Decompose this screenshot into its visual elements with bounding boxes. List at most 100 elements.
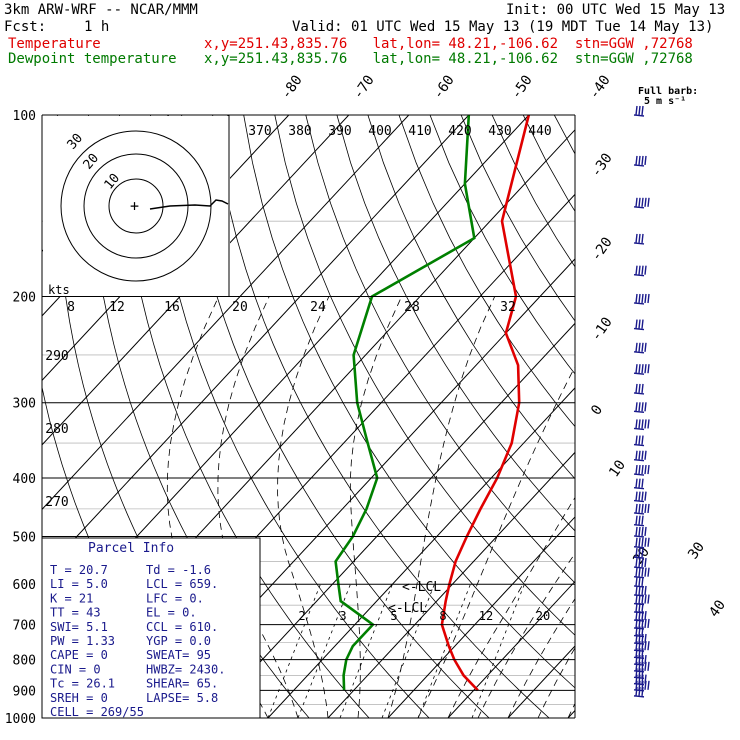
wind-barb-flag <box>635 548 638 558</box>
mixing-ratio-line <box>297 584 351 718</box>
dry-adiabat <box>274 115 575 636</box>
speed-tick-label: 20 <box>232 300 248 315</box>
wind-barb-staff <box>633 427 645 431</box>
pressure-tick-label: 1000 <box>5 712 36 727</box>
wind-barb-flag <box>638 558 641 568</box>
wind-barb-flag <box>635 465 638 475</box>
hodograph-ring <box>108 178 164 234</box>
wind-barb-flag <box>638 265 641 275</box>
pressure-tick-label: 900 <box>13 684 36 699</box>
hodograph-trace <box>149 199 229 210</box>
wind-barb-flag <box>641 648 644 658</box>
wind-barb-flag <box>644 655 647 665</box>
wind-barb-flag <box>647 293 650 304</box>
wind-barb-flag <box>644 537 647 547</box>
mixing-ratio-label: 12 <box>479 609 493 623</box>
wind-barb-flag <box>638 503 641 514</box>
wind-barb-staff <box>633 392 645 395</box>
wind-barb-flag <box>641 402 644 412</box>
dry-adiabat <box>243 115 575 689</box>
wind-barb-flag <box>641 610 644 621</box>
wind-barb-staff <box>633 242 645 245</box>
wind-barb-flag <box>647 197 650 207</box>
wind-barb-flag <box>641 435 644 445</box>
wind-barb-flag <box>635 567 638 577</box>
left-theta-label: 270 <box>45 495 68 510</box>
wind-barb-flag <box>638 537 641 547</box>
left-theta-label: 280 <box>45 422 68 437</box>
wind-barb-flag <box>635 105 638 116</box>
wind-barb-staff <box>633 114 645 117</box>
wind-barb-flag <box>635 402 638 412</box>
wind-barb-flag <box>644 503 647 514</box>
wind-barb-flag <box>635 633 638 644</box>
mixing-ratio-label: 20 <box>536 609 550 623</box>
forecast-label: Fcst: <box>4 19 47 35</box>
wind-barb-flag <box>644 567 647 577</box>
wind-barb-flag <box>644 558 647 568</box>
wind-barb-flag <box>638 233 641 244</box>
wind-barb-flag <box>635 537 638 547</box>
wind-barb-flag <box>644 491 647 501</box>
wind-barb-staff <box>633 486 645 490</box>
wind-barb-flag <box>638 450 641 460</box>
theta-label: 440 <box>528 124 551 139</box>
wind-barb-staff <box>633 206 645 209</box>
moist-adiabat <box>567 702 575 718</box>
isotherm-line <box>387 516 575 718</box>
dry-adiabat <box>522 115 575 212</box>
wind-barb-staff <box>633 473 645 476</box>
left-theta-label: 290 <box>45 349 68 364</box>
wind-barb-flag <box>644 293 647 304</box>
wind-barb-flag <box>644 661 647 671</box>
parcel-info-title: Parcel Info <box>88 541 174 556</box>
wind-barb-flag <box>641 450 644 460</box>
wind-barb-flag <box>635 450 638 460</box>
pressure-tick-label: 800 <box>13 654 36 669</box>
pressure-tick-label: 500 <box>13 530 36 545</box>
wind-barb-staff <box>633 512 645 515</box>
wind-barb-staff <box>633 372 645 375</box>
dry-adiabat <box>553 115 575 155</box>
wind-barb-flag <box>638 197 641 207</box>
dry-adiabat <box>367 115 575 480</box>
wind-barb-flag <box>641 319 644 329</box>
wind-barb-flag <box>638 402 641 412</box>
speed-tick-label: 16 <box>164 300 180 315</box>
wind-barb-flag <box>644 680 647 690</box>
wind-barb-flag <box>641 383 644 393</box>
parcel-info-value: HWBZ= 2430. <box>146 662 225 676</box>
isotherm-label: -20 <box>588 234 616 264</box>
parcel-info-value: LAPSE= 5.8 <box>146 691 218 705</box>
wind-barb-flag <box>638 526 641 537</box>
dry-adiabat <box>305 115 575 584</box>
wind-barb-flag <box>635 265 638 275</box>
wind-barb-flag <box>644 402 647 412</box>
mixing-ratio-label: 8 <box>439 609 446 623</box>
wind-barb-staff <box>633 273 645 277</box>
wind-barb-flag <box>635 319 638 329</box>
dry-adiabat <box>212 115 550 718</box>
parcel-info-label: LI = 5.0 <box>50 577 108 591</box>
wind-barb-flag <box>638 602 641 613</box>
wind-barb-flag <box>641 478 644 488</box>
moist-adiabat <box>477 552 575 718</box>
wind-barb-flag <box>635 668 638 678</box>
parcel-info-value: EL = 0. <box>146 606 197 620</box>
parcel-info-label: PW = 1.33 <box>50 634 115 648</box>
wind-barb-flag <box>641 105 644 116</box>
mixing-ratio-label: 2 <box>298 609 305 623</box>
dewpoint-trace <box>334 115 476 691</box>
parcel-info-label: TT = 43 <box>50 606 101 620</box>
wind-barb-flag <box>644 155 647 165</box>
wind-barb-flag <box>641 655 644 665</box>
parcel-info-value: YGP = 0.0 <box>146 634 211 648</box>
wind-barb-flag <box>644 450 647 460</box>
theta-label: 410 <box>408 124 431 139</box>
wind-barb-flag <box>641 585 644 595</box>
barb-legend-title: Full barb: <box>638 86 698 97</box>
isotherm-line <box>42 115 350 446</box>
dry-adiabat <box>336 115 575 532</box>
wind-barb-flag <box>647 661 650 671</box>
wind-barb-flag <box>635 648 638 658</box>
